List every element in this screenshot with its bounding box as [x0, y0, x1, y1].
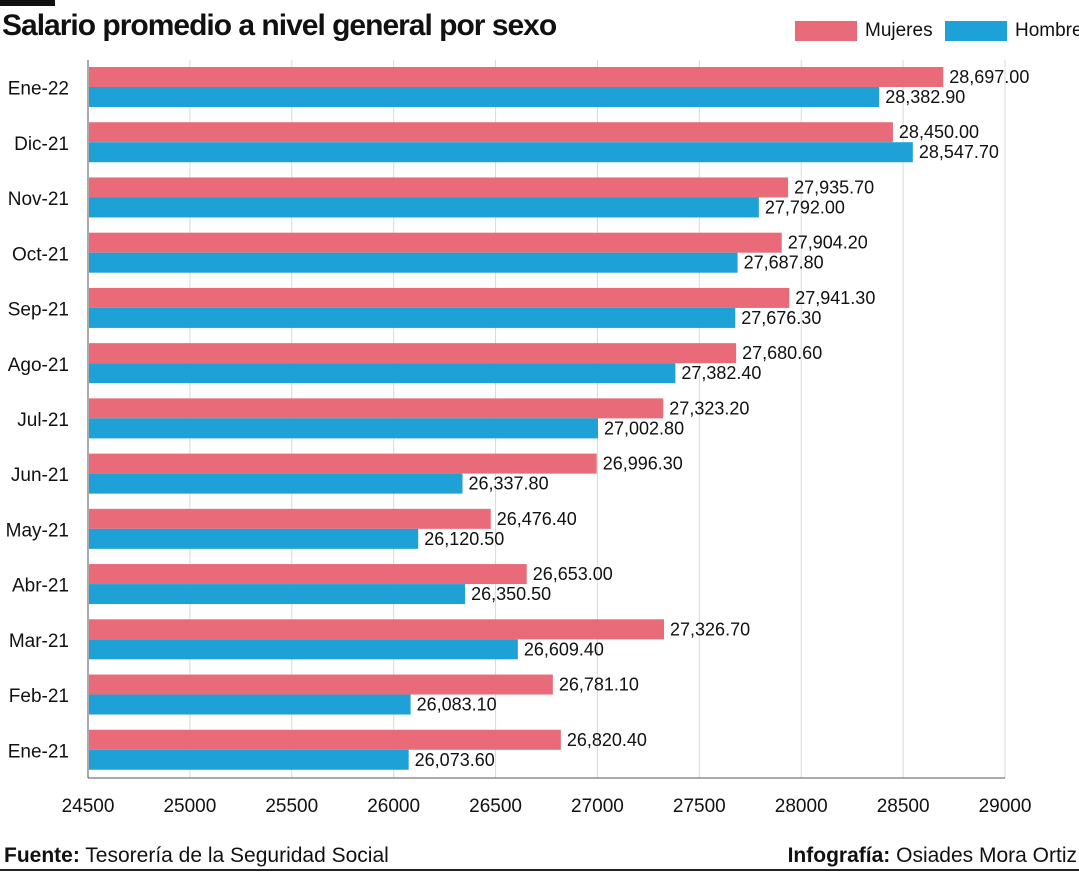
data-label-hombres: 27,382.40 [681, 363, 761, 383]
credit-label: Infografía: [787, 844, 891, 867]
credit-text: Osiades Mora Ortiz [896, 844, 1077, 867]
legend-mujeres: Mujeres [795, 20, 933, 42]
legend-label-hombres: Hombres [1015, 20, 1079, 41]
x-tick-label: 25000 [163, 796, 216, 817]
bar-mujeres [89, 122, 893, 143]
bar-mujeres [89, 674, 553, 695]
chart-title: Salario promedio a nivel general por sex… [2, 9, 557, 42]
x-tick-label: 26500 [469, 796, 522, 817]
data-label-hombres: 26,350.50 [471, 584, 551, 604]
x-tick-label: 26000 [367, 796, 420, 817]
bar-hombres [89, 252, 738, 273]
x-tick-label: 29000 [979, 796, 1032, 817]
bar-hombres [89, 749, 409, 770]
bar-hombres [89, 197, 759, 218]
bar-hombres [89, 418, 599, 439]
bar-hombres [89, 87, 880, 107]
legend-swatch-mujeres [795, 21, 857, 41]
data-label-hombres: 27,792.00 [765, 197, 845, 217]
data-label-mujeres: 28,450.00 [899, 122, 979, 142]
category-label: Nov-21 [8, 189, 69, 210]
bar-hombres [89, 639, 518, 660]
data-label-mujeres: 27,941.30 [795, 288, 875, 308]
source-credit: Fuente: Tesorería de la Seguridad Social [4, 844, 389, 868]
category-label: Abr-21 [12, 576, 69, 597]
data-label-hombres: 26,083.10 [417, 695, 497, 715]
data-label-mujeres: 26,781.10 [559, 675, 639, 695]
bar-hombres [89, 694, 411, 715]
category-label: May-21 [6, 520, 69, 541]
bottom-rule [0, 869, 1079, 871]
x-tick-label: 24500 [62, 796, 115, 817]
data-label-mujeres: 27,326.70 [670, 619, 750, 639]
x-tick-label: 27500 [673, 796, 726, 817]
data-label-hombres: 27,002.80 [604, 418, 684, 438]
data-label-hombres: 26,073.60 [415, 750, 495, 770]
category-label: Oct-21 [12, 244, 69, 265]
category-label: Mar-21 [9, 631, 69, 652]
x-tick-label: 25500 [265, 796, 318, 817]
data-label-hombres: 26,337.80 [469, 474, 549, 494]
data-label-mujeres: 26,996.30 [603, 454, 683, 474]
x-tick-label: 28500 [877, 796, 930, 817]
data-label-hombres: 27,687.80 [744, 253, 824, 273]
source-text: Tesorería de la Seguridad Social [85, 844, 389, 867]
category-label: Sep-21 [8, 300, 69, 321]
category-label: Ago-21 [8, 355, 69, 376]
legend-label-mujeres: Mujeres [865, 20, 933, 41]
bar-chart: 24500 25000 25500 26000 26500 27000 27500 28000… [6, 60, 1032, 817]
category-label: Ene-21 [8, 741, 69, 762]
bar-hombres [89, 528, 419, 549]
bar-mujeres [89, 67, 944, 87]
category-label: Jun-21 [11, 465, 69, 486]
bar-mujeres [89, 508, 491, 529]
data-label-hombres: 27,676.30 [741, 308, 821, 328]
bar-mujeres [89, 232, 782, 253]
data-label-hombres: 26,120.50 [424, 529, 504, 549]
category-label: Jul-21 [17, 410, 69, 431]
top-accent-bar [0, 0, 55, 6]
x-tick-label: 28000 [775, 796, 828, 817]
data-label-mujeres: 27,935.70 [794, 177, 874, 197]
data-label-mujeres: 26,476.40 [497, 509, 577, 529]
bar-mujeres [89, 564, 527, 585]
category-label: Feb-21 [9, 686, 69, 707]
data-label-mujeres: 26,653.00 [533, 564, 613, 584]
data-label-mujeres: 27,904.20 [788, 233, 868, 253]
bar-hombres [89, 584, 466, 605]
bar-mujeres [89, 729, 561, 750]
data-label-mujeres: 28,697.00 [949, 67, 1029, 87]
legend-swatch-hombres [945, 21, 1007, 41]
data-label-hombres: 26,609.40 [524, 639, 604, 659]
bar-mujeres [89, 287, 790, 308]
bar-hombres [89, 363, 676, 384]
data-label-mujeres: 27,680.60 [742, 343, 822, 363]
data-label-hombres: 28,547.70 [919, 142, 999, 162]
bar-hombres [89, 142, 913, 163]
bar-mujeres [89, 343, 737, 364]
bar-mujeres [89, 453, 597, 474]
category-label: Dic-21 [14, 134, 69, 155]
legend-hombres: Hombres [945, 20, 1079, 42]
bar-mujeres [89, 177, 789, 198]
category-label: Ene-22 [8, 79, 69, 100]
data-label-mujeres: 27,323.20 [669, 398, 749, 418]
bar-mujeres [89, 619, 665, 640]
source-label: Fuente: [4, 844, 80, 867]
data-label-mujeres: 26,820.40 [567, 730, 647, 750]
bar-hombres [89, 473, 463, 494]
infographic-credit: Infografía: Osiades Mora Ortiz [788, 844, 1077, 868]
x-tick-label: 27000 [571, 796, 624, 817]
data-label-hombres: 28,382.90 [885, 87, 965, 107]
bar-hombres [89, 307, 736, 328]
bar-mujeres [89, 398, 664, 419]
